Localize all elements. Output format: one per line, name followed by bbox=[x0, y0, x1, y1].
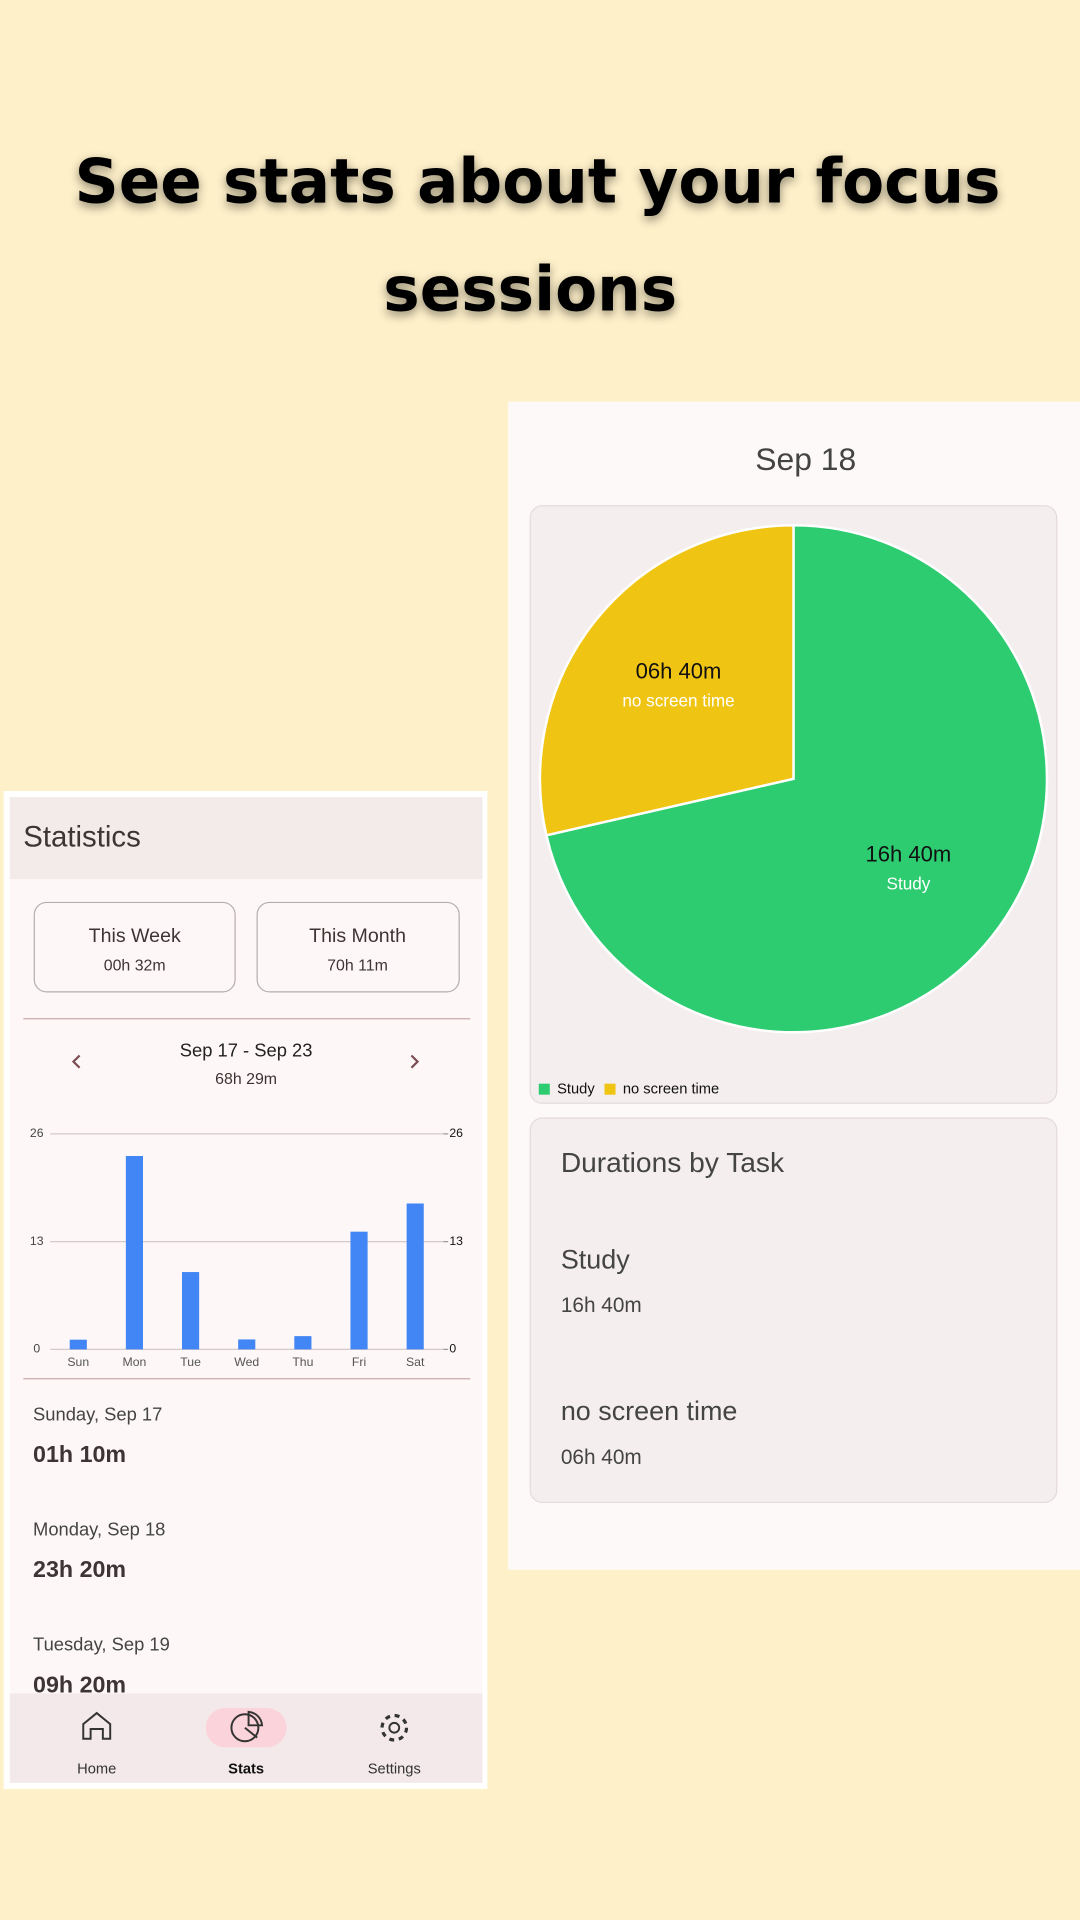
task-duration: 16h 40m bbox=[561, 1294, 642, 1317]
y-tick-label: 26 bbox=[30, 1126, 44, 1140]
card-value: 70h 11m bbox=[327, 957, 388, 974]
tasks-card bbox=[529, 1117, 1058, 1504]
x-tick-label: Sat bbox=[406, 1355, 425, 1369]
bar bbox=[238, 1339, 256, 1350]
y-tick-label: 13 bbox=[30, 1234, 44, 1248]
bar bbox=[350, 1231, 368, 1350]
pie-slice bbox=[538, 524, 795, 837]
day-title: Sep 18 bbox=[755, 441, 856, 477]
task-name: no screen time bbox=[561, 1396, 738, 1426]
nav-label[interactable]: Home bbox=[77, 1761, 116, 1777]
headline: sessions bbox=[383, 254, 677, 325]
nav-label[interactable]: Stats bbox=[228, 1761, 264, 1777]
x-tick-label: Fri bbox=[352, 1355, 366, 1369]
bar bbox=[294, 1336, 312, 1350]
task-name: Study bbox=[561, 1244, 630, 1274]
y2-tick-label: 0 bbox=[449, 1342, 456, 1356]
bar-chart: 0 13 26 0 13 26 Sun Mon Tue Wed Thu Fri Sat bbox=[30, 1126, 463, 1369]
y-tick-label: 0 bbox=[33, 1342, 40, 1356]
x-tick-label: Thu bbox=[292, 1355, 313, 1369]
settings-icon[interactable] bbox=[388, 1721, 401, 1734]
stats-icon bbox=[230, 1713, 260, 1743]
statistics-screen: Statistics This Week 00h 32m This Month … bbox=[3, 791, 488, 1789]
screen-title: Statistics bbox=[23, 821, 141, 854]
card-label: This Month bbox=[309, 925, 406, 947]
week-total: 68h 29m bbox=[215, 1071, 277, 1088]
day-list: Sunday, Sep 17 01h 10m Monday, Sep 18 23h 2… bbox=[33, 1403, 170, 1697]
bar bbox=[182, 1272, 200, 1350]
bar bbox=[406, 1203, 424, 1350]
x-tick-label: Mon bbox=[123, 1355, 147, 1369]
day-duration: 09h 20m bbox=[33, 1671, 126, 1697]
next-week-button[interactable] bbox=[410, 1054, 420, 1069]
home-icon[interactable] bbox=[82, 1711, 112, 1740]
legend-label: no screen time bbox=[623, 1082, 719, 1098]
pie-slice bbox=[544, 524, 1049, 1034]
bar bbox=[125, 1156, 144, 1350]
legend-swatch bbox=[538, 1083, 550, 1095]
stats-icon bbox=[244, 1710, 264, 1739]
y2-tick-label: 26 bbox=[449, 1126, 463, 1140]
day-date: Monday, Sep 18 bbox=[33, 1518, 165, 1539]
summary-card[interactable] bbox=[33, 901, 236, 993]
task-duration: 06h 40m bbox=[561, 1446, 642, 1469]
day-screen: Sep 18 16h 40m Study 06h 40m no screen time… bbox=[508, 401, 1080, 1570]
card-value: 00h 32m bbox=[104, 957, 166, 974]
slice-name-label: no screen time bbox=[622, 690, 734, 710]
legend-swatch bbox=[604, 1083, 616, 1095]
nav-label[interactable]: Settings bbox=[368, 1761, 421, 1777]
pie-chart: 16h 40m Study 06h 40m no screen time Study no… bbox=[538, 524, 1049, 1098]
tasks-title: Durations by Task bbox=[561, 1147, 785, 1178]
week-range: Sep 17 - Sep 23 bbox=[180, 1040, 313, 1061]
day-date: Sunday, Sep 17 bbox=[33, 1403, 162, 1424]
x-tick-label: Wed bbox=[234, 1355, 259, 1369]
day-duration: 01h 10m bbox=[33, 1441, 126, 1467]
slice-value-label: 06h 40m bbox=[636, 658, 722, 683]
slice-name-label: Study bbox=[887, 874, 931, 894]
summary-card[interactable] bbox=[256, 901, 460, 993]
day-duration: 23h 20m bbox=[33, 1556, 126, 1582]
settings-icon bbox=[380, 1713, 409, 1742]
x-tick-label: Tue bbox=[180, 1355, 201, 1369]
prev-week-button[interactable] bbox=[71, 1054, 81, 1069]
y2-tick-label: 13 bbox=[449, 1234, 463, 1248]
x-tick-label: Sun bbox=[67, 1355, 89, 1369]
day-date: Tuesday, Sep 19 bbox=[33, 1634, 170, 1655]
headline: See stats about your focus bbox=[75, 147, 1001, 218]
card-label: This Week bbox=[89, 925, 181, 947]
legend-label: Study bbox=[557, 1082, 595, 1098]
slice-value-label: 16h 40m bbox=[866, 842, 952, 867]
bar bbox=[69, 1339, 87, 1350]
